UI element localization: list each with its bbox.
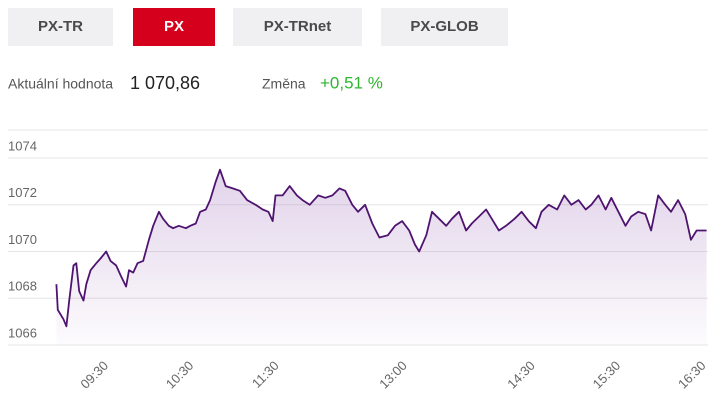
tab-background[interactable] [381,8,508,46]
tab[interactable]: PX [133,8,215,46]
x-tick-label: 09:30 [77,358,111,392]
x-tick-label: 13:00 [376,358,410,392]
price-line [55,168,707,328]
change-label: Změna [262,76,306,92]
tab-background[interactable] [233,8,362,46]
x-tick-label: 10:30 [163,358,197,392]
y-tick-label: 1066 [8,325,37,340]
tab-background[interactable] [133,8,215,46]
tab-label[interactable]: PX-TRnet [264,18,332,35]
y-tick-label: 1072 [8,185,37,200]
y-tick-label: 1074 [8,138,37,153]
x-tick-label: 16:30 [675,358,709,392]
value-label: Aktuální hodnota [8,76,113,92]
x-tick-label: 14:30 [504,358,538,392]
current-value: 1 070,86 [130,73,200,93]
area [56,169,707,345]
x-tick-label: 15:30 [590,358,624,392]
tab-background[interactable] [8,8,113,46]
tab-label[interactable]: PX-TR [38,18,83,35]
change-value: +0,51 % [320,73,383,92]
tab-label[interactable]: PX [164,18,184,35]
tab-label[interactable]: PX-GLOB [410,18,479,35]
tab[interactable]: PX-TRnet [233,8,362,46]
y-tick-label: 1068 [8,279,37,294]
x-tick-label: 11:30 [249,358,282,391]
tab[interactable]: PX-GLOB [381,8,508,46]
y-tick-label: 1070 [8,232,37,247]
tab[interactable]: PX-TR [8,8,113,46]
